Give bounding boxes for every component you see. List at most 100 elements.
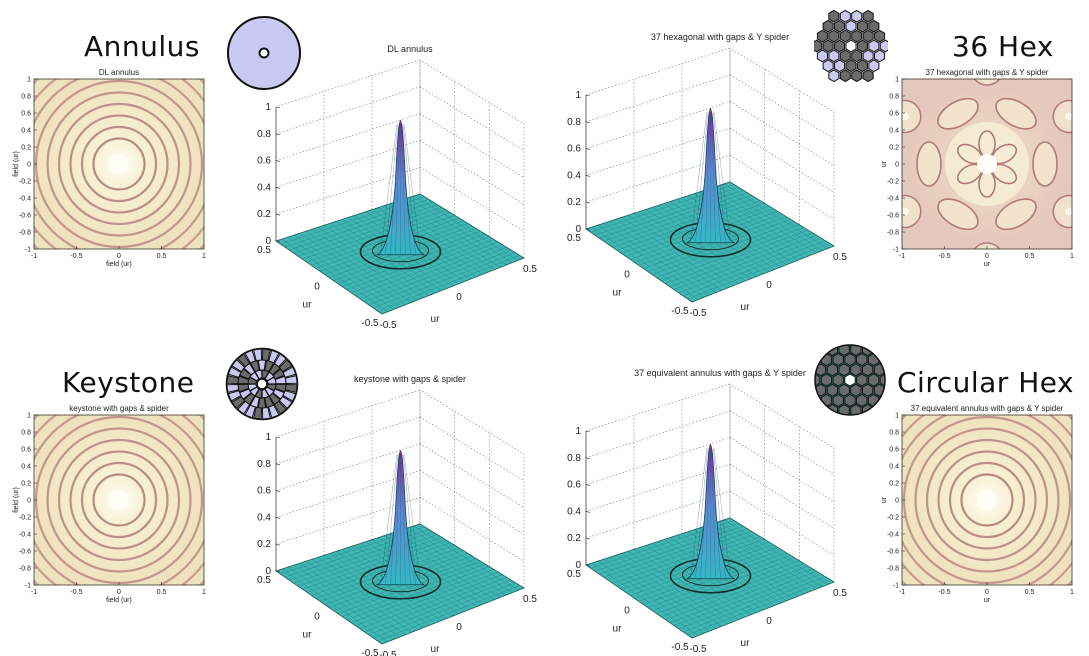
z-tick-mark [275, 463, 281, 466]
hex-psf-image-plot: 37 hexagonal with gaps & Y spider 1 0.8 0.6… [881, 68, 1074, 268]
y-tick-label: -1 [25, 583, 31, 590]
z-tick-label: 0 [575, 560, 581, 571]
z-tick-mark [275, 490, 281, 492]
y-tick-label: 0.2 [889, 145, 899, 152]
wall-gridline [419, 416, 525, 482]
z-tick-label: 0.8 [567, 117, 581, 128]
y-tick-label: -0.6 [887, 213, 899, 220]
y-tick-label: 0.8 [889, 430, 899, 437]
circular-hex-psf-surface-plot: 37 equivalent annulus with gaps & Y spid… [567, 368, 847, 655]
outer-lobe [902, 99, 922, 134]
mirror-segment [822, 19, 834, 33]
y-tick-label: -0.2 [887, 179, 899, 186]
z-tick-mark [585, 484, 591, 486]
segment-grid [814, 9, 888, 83]
z-tick-mark [275, 160, 281, 162]
y-tick-label: -0.6 [887, 549, 899, 556]
x-tick-label: 1 [1070, 589, 1074, 596]
circular-hex-pupil-icon [814, 344, 886, 416]
mirror-segment [844, 393, 856, 407]
mirror-segment [862, 29, 874, 43]
wall-gridline [419, 166, 525, 232]
mirror-segment [879, 39, 888, 53]
mirror-segment [874, 49, 886, 63]
diffraction-ring [937, 450, 1037, 550]
axis2-label: ur [741, 302, 751, 313]
diffraction-ring [69, 114, 169, 214]
pupil-edge [814, 344, 886, 416]
central-obscuration [256, 378, 268, 390]
z-tick-label: 0.8 [257, 129, 271, 140]
hex-lobe [995, 97, 1037, 130]
z-tick-mark [585, 175, 591, 177]
psf-pattern [34, 79, 204, 249]
wall-gridline [419, 443, 525, 508]
y-tick-label: 0.2 [889, 481, 899, 488]
x-tick-label: 0.5 [1025, 589, 1035, 596]
outer-lobe-core [902, 207, 909, 216]
x-tick-label: 1 [1070, 253, 1074, 260]
axis1-tick-label: -0.5 [361, 318, 379, 329]
y-tick-label: 0 [27, 162, 31, 169]
z-tick-mark [585, 121, 591, 124]
mirror-segment [839, 49, 851, 63]
wall-gridline [275, 470, 421, 518]
mirror-segment [839, 69, 851, 83]
annulus-psf-surface-plot: DL annulus10.80.60.40.200.50-0.5ur-0.500… [257, 44, 537, 331]
outer-lobe [902, 194, 922, 229]
mirror-segment [879, 373, 885, 387]
x-tick-label: -0.5 [938, 589, 950, 596]
diffraction-ring [948, 461, 1026, 539]
mirror-segment [851, 29, 863, 43]
y-tick-label: -0.6 [19, 549, 31, 556]
z-tick-mark [585, 94, 591, 97]
outer-lobe-core [1065, 207, 1072, 216]
z-tick-mark [585, 201, 591, 204]
y-tick-label: -0.4 [19, 196, 31, 203]
hex-lobe [916, 141, 942, 187]
y-tick-label: -0.4 [19, 532, 31, 539]
axis2-tick-label: 0.5 [523, 264, 537, 275]
z-tick-label: 1 [575, 90, 581, 101]
wall-gridline [729, 437, 835, 502]
mirror-segment [814, 39, 823, 53]
hex-psf-surface-plot: 37 hexagonal with gaps & Y spider 1 0.8 0.6… [567, 32, 847, 319]
mirror-segment [828, 29, 840, 43]
axis2-label: ur [431, 644, 441, 655]
plot-title: 37 hexagonal with gaps & Y spider [926, 68, 1049, 77]
diffraction-ring [960, 473, 1014, 527]
diffraction-ring [92, 137, 146, 191]
mirror-segment [815, 373, 821, 387]
z-tick-label: 0 [575, 224, 581, 235]
mirror-segment [838, 363, 850, 377]
y-tick-label: 0.4 [889, 128, 899, 135]
wall-gridline [585, 101, 731, 149]
y-tick-label: 0.6 [889, 111, 899, 118]
outer-lobe-core [1065, 112, 1072, 121]
y-tick-label: 0.2 [21, 145, 31, 152]
wall-gridline [419, 496, 525, 562]
central-peak [977, 490, 997, 510]
outer-lobe [1052, 99, 1072, 134]
central-peak [109, 154, 129, 174]
diffraction-ring [80, 461, 158, 539]
mirror-segment [856, 393, 868, 407]
keystone-psf-image-plot: keystone with gaps & spider 1 0.8 0.6 0.4 0.2… [13, 404, 206, 604]
mirror-segment [816, 49, 828, 63]
z-tick-label: 0.2 [257, 539, 271, 550]
label-keystone: Keystone [62, 366, 195, 399]
z-tick-label: 0 [265, 566, 271, 577]
y-axis-label: ur [881, 160, 888, 167]
mirror-segment [834, 59, 846, 73]
mirror-segment [867, 353, 880, 367]
mirror-segment [834, 19, 846, 33]
axis1-label: ur [613, 288, 623, 299]
mirror-segment [851, 9, 863, 23]
y-tick-label: 0 [27, 498, 31, 505]
x-tick-label: 0 [117, 589, 121, 596]
mirror-segment [845, 59, 857, 73]
keystone-psf-surface-plot: keystone with gaps & spider 1 0.8 0.6 0.4 0.2… [257, 374, 537, 656]
mirror-segment [856, 373, 868, 387]
z-tick-label: 0.2 [567, 533, 581, 544]
x-tick-label: 0 [985, 253, 989, 260]
